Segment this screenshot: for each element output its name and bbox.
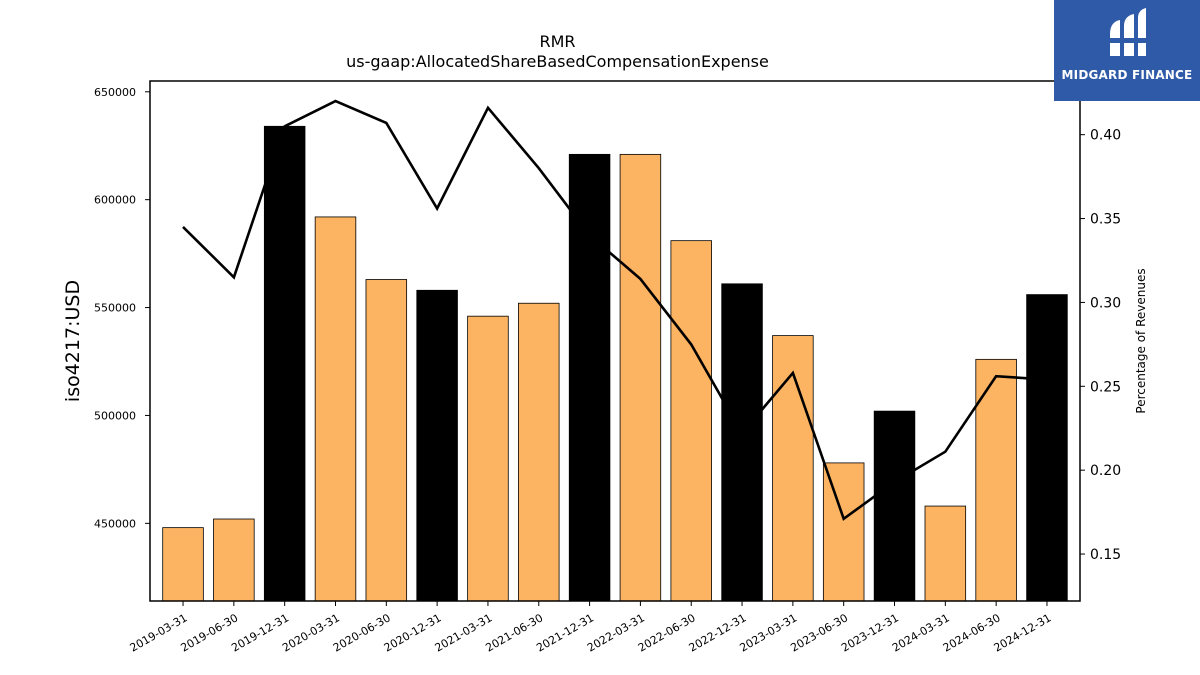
bar [314, 216, 357, 602]
bar [518, 302, 560, 602]
bar [924, 505, 967, 602]
y-tick-label: 650000 [94, 86, 136, 99]
y-tick-label: 500000 [94, 409, 136, 422]
chart-title: RMR [539, 32, 576, 51]
bar [619, 153, 662, 602]
y2-tick-label: 0.25 [1090, 379, 1121, 395]
bar [213, 518, 255, 602]
y2-tick-label: 0.40 [1090, 128, 1121, 144]
bar [162, 527, 204, 602]
bar [873, 410, 916, 602]
bar [365, 279, 408, 602]
bar [263, 125, 306, 602]
bar [416, 289, 458, 602]
y-tick-label: 600000 [94, 194, 136, 207]
bar [568, 153, 611, 602]
y2-tick-label: 0.20 [1090, 463, 1121, 479]
bar [772, 335, 814, 602]
y-axis-label: iso4217:USD [62, 280, 84, 402]
bar [721, 283, 763, 602]
bar [467, 315, 509, 602]
y2-tick-label: 0.35 [1090, 212, 1121, 228]
bar [822, 462, 865, 602]
percentage-line [182, 99, 1048, 521]
y2-axis-label: Percentage of Revenues [1134, 268, 1148, 413]
logo-name: MIDGARD FINANCE [1061, 68, 1193, 82]
x-tick-label: 2024-12-31 [992, 611, 1054, 654]
midgard-finance-logo: MIDGARD FINANCE [1054, 0, 1200, 101]
y-tick-label: 450000 [94, 517, 136, 530]
y2-tick-label: 0.15 [1090, 547, 1121, 563]
y2-tick-label: 0.30 [1090, 295, 1121, 311]
chart-subtitle: us-gaap:AllocatedShareBasedCompensationE… [346, 52, 769, 71]
bar [1026, 294, 1068, 602]
plot-frame [149, 80, 1081, 602]
y-tick-label: 550000 [94, 302, 136, 315]
bar [975, 358, 1017, 602]
logo-mark-icon [1106, 8, 1150, 56]
bar [670, 240, 712, 602]
